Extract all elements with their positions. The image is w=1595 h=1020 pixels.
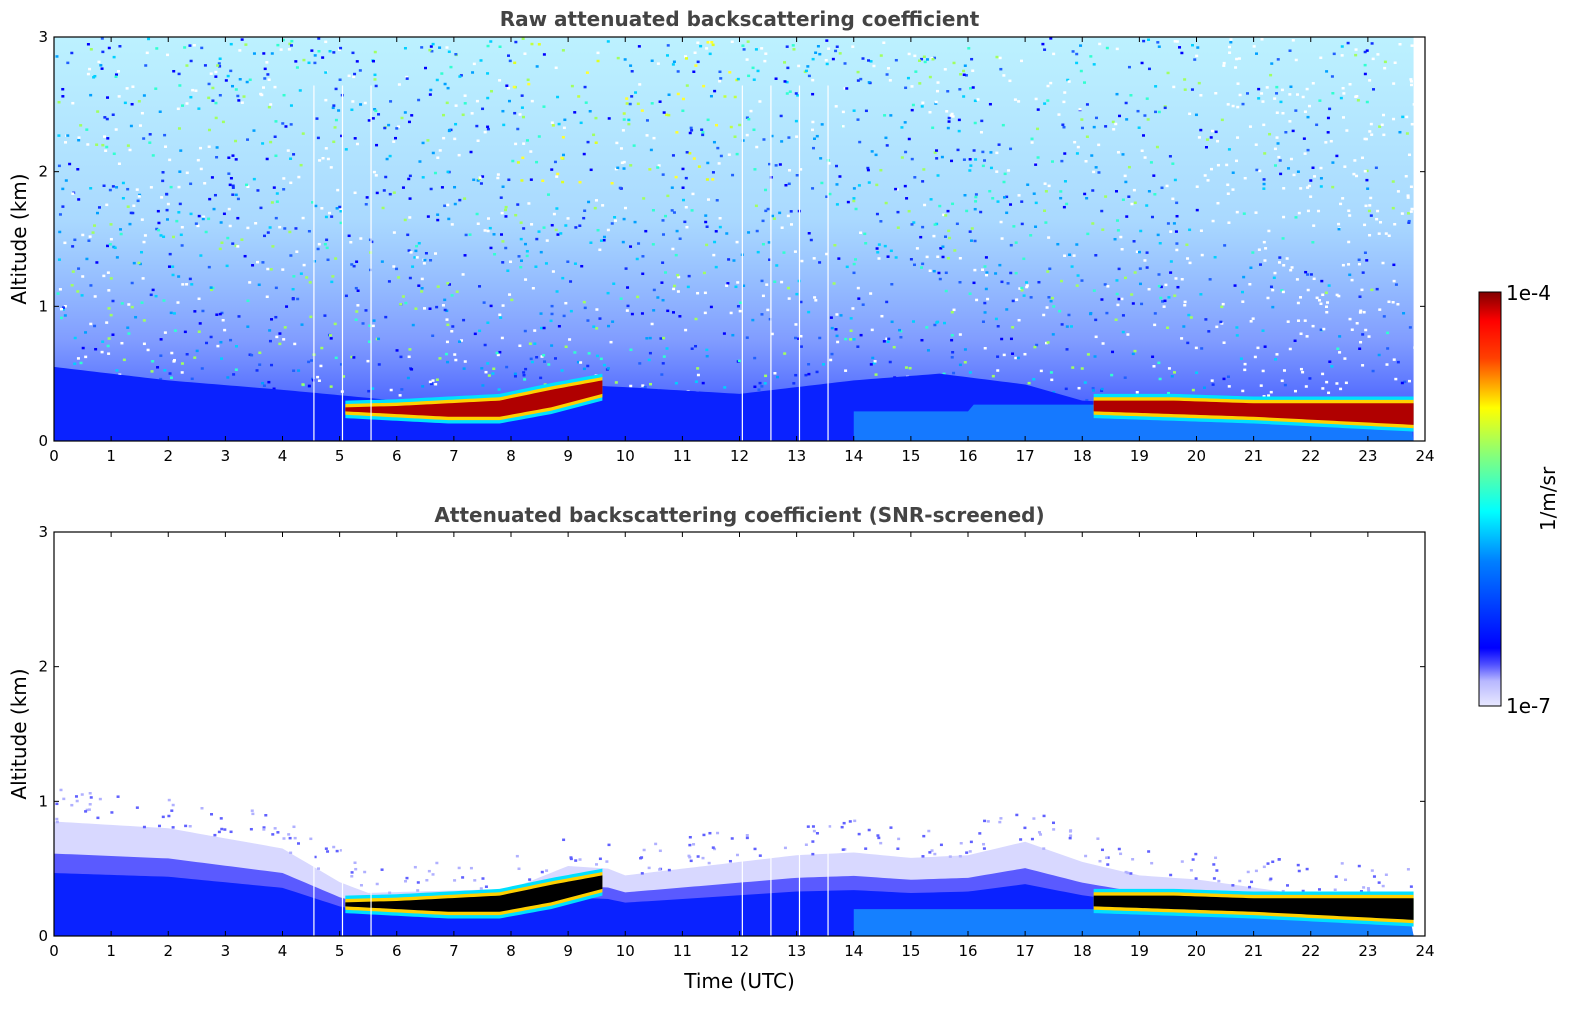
x-tick-label: 21 — [1244, 447, 1263, 465]
x-tick-label: 17 — [1016, 447, 1035, 465]
x-tick-label: 7 — [449, 447, 459, 465]
x-tick-label: 22 — [1301, 942, 1320, 960]
x-tick-label: 16 — [958, 447, 977, 465]
x-tick-label: 21 — [1244, 942, 1263, 960]
x-tick-label: 17 — [1016, 942, 1035, 960]
x-tick-label: 22 — [1301, 447, 1320, 465]
y-tick-label: 0 — [38, 927, 48, 945]
x-tick-label: 14 — [844, 942, 863, 960]
aerosol-layer-core-1 — [1093, 400, 1414, 425]
x-tick-label: 6 — [392, 447, 402, 465]
x-tick-label: 3 — [221, 942, 231, 960]
aerosol-layer-core-0 — [345, 380, 603, 417]
y-tick-label: 1 — [38, 297, 48, 315]
x-tick-label: 0 — [49, 447, 59, 465]
x-tick-label: 13 — [787, 942, 806, 960]
x-tick-label: 0 — [49, 942, 59, 960]
x-tick-label: 13 — [787, 447, 806, 465]
x-tick-label: 19 — [1130, 447, 1149, 465]
panel-screened-ylabel: Altitude (km) — [7, 668, 31, 799]
y-tick-label: 1 — [38, 792, 48, 810]
panel-raw-ylabel: Altitude (km) — [7, 173, 31, 304]
x-tick-label: 15 — [901, 447, 920, 465]
x-tick-label: 18 — [1073, 447, 1092, 465]
x-tick-label: 9 — [563, 942, 573, 960]
x-tick-label: 14 — [844, 447, 863, 465]
y-tick-label: 2 — [38, 163, 48, 181]
colorbar-gradient — [1478, 291, 1502, 707]
x-tick-label: 9 — [563, 447, 573, 465]
panel-screened-title: Attenuated backscattering coefficient (S… — [434, 503, 1044, 527]
panel-raw-heatmap — [54, 37, 1417, 441]
y-tick-label: 2 — [38, 658, 48, 676]
x-tick-label: 15 — [901, 942, 920, 960]
x-tick-label: 20 — [1187, 447, 1206, 465]
x-tick-label: 5 — [335, 447, 345, 465]
x-tick-label: 10 — [616, 942, 635, 960]
y-tick-label: 3 — [38, 28, 48, 46]
x-tick-label: 24 — [1415, 942, 1434, 960]
panel-raw-title: Raw attenuated backscattering coefficien… — [500, 7, 980, 31]
x-tick-label: 3 — [221, 447, 231, 465]
x-tick-label: 2 — [163, 447, 173, 465]
x-tick-label: 2 — [163, 942, 173, 960]
x-tick-label: 11 — [673, 942, 692, 960]
panel-screened: Attenuated backscattering coefficient (S… — [7, 503, 1435, 993]
x-tick-label: 8 — [506, 447, 516, 465]
x-tick-label: 7 — [449, 942, 459, 960]
x-tick-label: 4 — [278, 447, 288, 465]
aerosol-layer-core-1 — [1093, 895, 1414, 920]
x-tick-label: 20 — [1187, 942, 1206, 960]
x-tick-label: 10 — [616, 447, 635, 465]
colorbar-min-label: 1e-7 — [1506, 694, 1551, 718]
colorbar: 1e-4 1e-7 1/m/sr — [1478, 281, 1560, 718]
x-tick-label: 24 — [1415, 447, 1434, 465]
y-tick-label: 0 — [38, 432, 48, 450]
raw-noise-background — [54, 37, 1414, 441]
x-tick-label: 18 — [1073, 942, 1092, 960]
x-tick-label: 23 — [1358, 942, 1377, 960]
x-tick-label: 12 — [730, 447, 749, 465]
y-tick-label: 3 — [38, 523, 48, 541]
panel-screened-heatmap — [54, 580, 1414, 936]
panel-raw: Raw attenuated backscattering coefficien… — [7, 7, 1435, 465]
colorbar-unit-label: 1/m/sr — [1536, 466, 1560, 531]
x-tick-label: 4 — [278, 942, 288, 960]
panel-screened-xlabel: Time (UTC) — [683, 969, 795, 993]
x-tick-label: 16 — [958, 942, 977, 960]
x-tick-label: 1 — [106, 447, 116, 465]
x-tick-label: 8 — [506, 942, 516, 960]
x-tick-label: 19 — [1130, 942, 1149, 960]
x-tick-label: 6 — [392, 942, 402, 960]
raw-noise-speckle — [54, 37, 1417, 403]
x-tick-label: 23 — [1358, 447, 1377, 465]
colorbar-max-label: 1e-4 — [1506, 281, 1551, 305]
aerosol-layer-core-0 — [345, 875, 603, 912]
x-tick-label: 1 — [106, 942, 116, 960]
x-tick-label: 11 — [673, 447, 692, 465]
x-tick-label: 5 — [335, 942, 345, 960]
x-tick-label: 12 — [730, 942, 749, 960]
